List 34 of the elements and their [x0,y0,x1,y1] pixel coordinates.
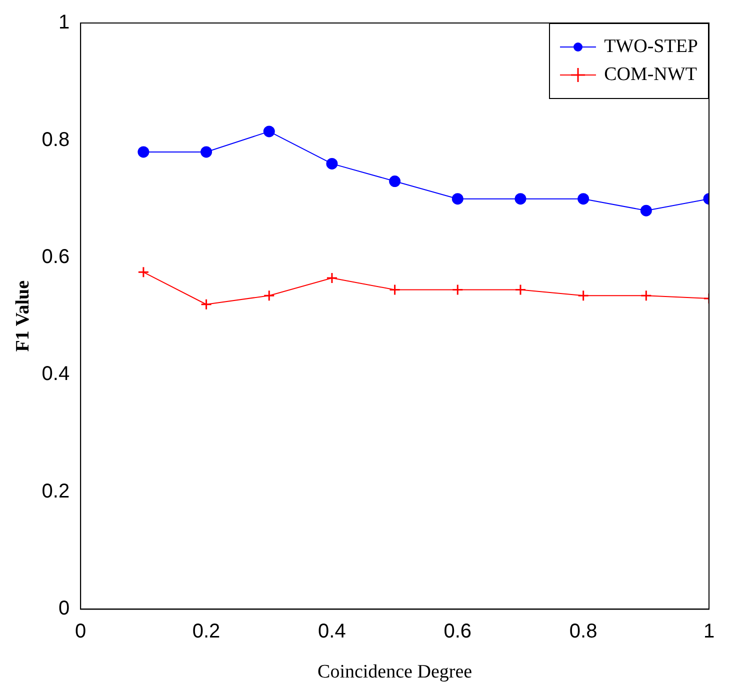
point [326,158,338,170]
point [578,290,590,302]
point [200,298,212,310]
y-tick-label: 0.6 [42,246,70,268]
legend-label: COM-NWT [604,64,697,86]
point [514,284,526,296]
x-tick-label: 0.6 [444,620,472,643]
y-axis-title: F1 Value [12,280,34,352]
point [389,284,401,296]
y-tick-label: 0.4 [42,363,70,386]
point [138,266,150,278]
point [578,193,590,205]
x-axis-title: Coincidence Degree [318,662,472,683]
point [640,204,652,216]
y-tick-label: 0 [58,598,70,620]
point [200,146,212,158]
x-tick-label: 0.2 [192,620,220,643]
point [640,290,652,302]
y-tick-label: 1 [58,12,70,34]
x-tick-label: 0.4 [318,620,346,643]
point [452,284,464,296]
legend-label: TWO-STEP [604,36,698,58]
point [138,146,150,158]
x-tick-label: 0 [75,620,86,643]
x-tick-label: 0.8 [569,620,598,643]
point [389,176,401,188]
y-tick-label: 0.2 [42,480,70,502]
point [263,290,275,302]
point [263,126,275,138]
x-tick-label: 1 [703,620,715,643]
y-tick-label: 0.8 [42,128,70,151]
point [452,193,464,205]
point [514,193,526,205]
point [326,272,338,284]
